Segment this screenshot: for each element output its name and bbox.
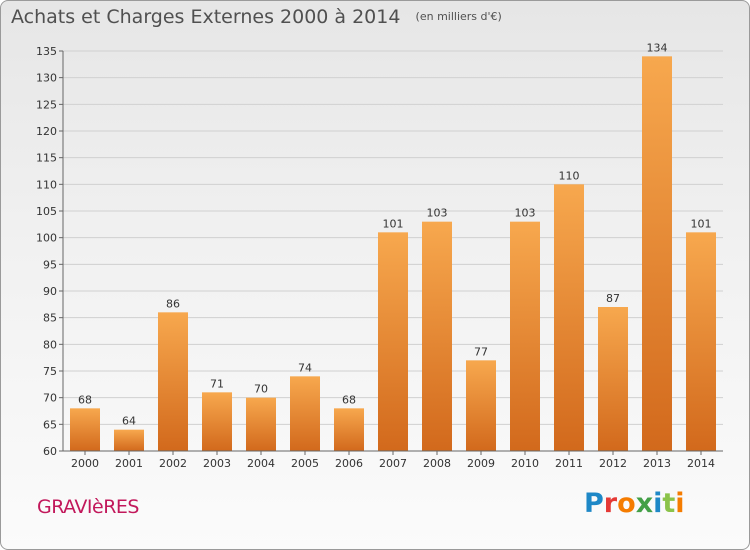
logo-letter: P: [584, 488, 604, 519]
x-tick-label-2007: 2007: [379, 457, 407, 470]
axes: 60 65 70 75 80 85 90 95 100 105 110 115 120 125 130 135…: [36, 45, 723, 470]
y-tick-label: 85: [43, 312, 57, 325]
x-tick-label-2002: 2002: [159, 457, 187, 470]
data-label-2005: 74: [298, 361, 312, 374]
x-tick-label-2008: 2008: [423, 457, 451, 470]
bar-2008: [422, 221, 452, 451]
bar-2009: [466, 360, 496, 451]
x-tick-label-2013: 2013: [643, 457, 671, 470]
x-tick-label-2006: 2006: [335, 457, 363, 470]
bar-2011: [554, 184, 584, 452]
chart-title: Achats et Charges Externes 2000 à 2014: [11, 6, 401, 28]
x-tick-label-2010: 2010: [511, 457, 539, 470]
y-tick-label: 90: [43, 285, 57, 298]
x-tick-label-2001: 2001: [115, 457, 143, 470]
logo-letter: o: [617, 488, 636, 519]
y-tick-label: 130: [36, 72, 57, 85]
logo-letter: i: [675, 488, 685, 519]
bar-2010: [510, 221, 540, 451]
data-label-2014: 101: [691, 217, 712, 230]
data-label-2011: 110: [559, 169, 580, 182]
bar-2006: [334, 408, 364, 451]
x-tick-label-2011: 2011: [555, 457, 583, 470]
bar-2005: [290, 376, 320, 451]
bar-2004: [246, 397, 276, 451]
bar-2001: [114, 429, 144, 451]
y-tick-label: 70: [43, 392, 57, 405]
logo-letter: r: [603, 488, 618, 519]
x-tick-label-2009: 2009: [467, 457, 495, 470]
bar-2002: [158, 312, 188, 451]
logo-letter: x: [635, 488, 654, 519]
bar-2012: [598, 307, 628, 451]
chart-subtitle: (en milliers d'€): [415, 10, 502, 23]
data-label-2004: 70: [254, 383, 268, 396]
data-label-2013: 134: [647, 41, 668, 54]
bar-2007: [378, 232, 408, 451]
y-tick-label: 60: [43, 445, 57, 458]
bar-2014: [686, 232, 716, 451]
bar-2000: [70, 408, 100, 451]
y-tick-label: 65: [43, 418, 57, 431]
y-tick-label: 100: [36, 232, 57, 245]
data-label-2009: 77: [474, 345, 488, 358]
logo-letter: i: [653, 488, 663, 519]
y-tick-label: 135: [36, 45, 57, 58]
x-tick-label-2000: 2000: [71, 457, 99, 470]
y-tick-label: 75: [43, 365, 57, 378]
y-tick-label: 80: [43, 338, 57, 351]
proxiti-logo: Proxiti: [584, 488, 685, 519]
bars: [70, 56, 716, 452]
y-tick-label: 115: [36, 152, 57, 165]
x-tick-label-2012: 2012: [599, 457, 627, 470]
bar-2003: [202, 392, 232, 451]
data-label-2006: 68: [342, 393, 356, 406]
y-tick-label: 120: [36, 125, 57, 138]
data-label-2001: 64: [122, 415, 136, 428]
commune-name: GRAVIèRES: [37, 496, 140, 518]
data-label-2002: 86: [166, 297, 180, 310]
y-tick-label: 95: [43, 258, 57, 271]
x-tick-label-2003: 2003: [203, 457, 231, 470]
data-label-2007: 101: [383, 217, 404, 230]
logo-letter: t: [662, 488, 676, 519]
y-tick-label: 105: [36, 205, 57, 218]
chart-title-row: Achats et Charges Externes 2000 à 2014 (…: [11, 6, 502, 28]
y-tick-label: 125: [36, 98, 57, 111]
x-tick-label-2004: 2004: [247, 457, 275, 470]
x-tick-label-2014: 2014: [687, 457, 715, 470]
data-label-2012: 87: [606, 292, 620, 305]
bar-2013: [642, 56, 672, 451]
x-tick-label-2005: 2005: [291, 457, 319, 470]
data-label-2000: 68: [78, 393, 92, 406]
y-tick-label: 110: [36, 178, 57, 191]
data-label-2003: 71: [210, 377, 224, 390]
data-label-2010: 103: [515, 207, 536, 220]
data-label-2008: 103: [427, 207, 448, 220]
data-labels: 68 64 86 71 70 74 68 101 103 77 103 110 87 134 101: [78, 41, 712, 427]
